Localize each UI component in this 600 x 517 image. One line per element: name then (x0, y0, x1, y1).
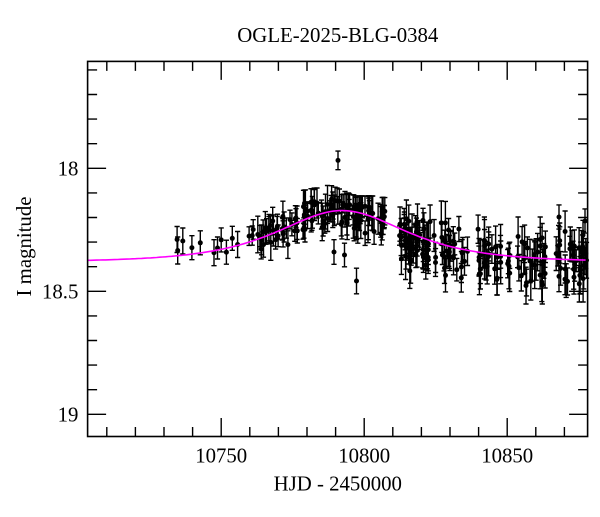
svg-text:OGLE-2025-BLG-0384: OGLE-2025-BLG-0384 (237, 24, 439, 47)
svg-text:18.5: 18.5 (42, 281, 78, 304)
svg-text:10750: 10750 (195, 444, 247, 467)
svg-text:10800: 10800 (338, 444, 390, 467)
svg-text:19: 19 (58, 404, 79, 427)
svg-text:10850: 10850 (481, 444, 533, 467)
svg-text:HJD - 2450000: HJD - 2450000 (274, 473, 402, 496)
svg-text:18: 18 (58, 158, 79, 181)
svg-text:I magnitude: I magnitude (13, 197, 36, 297)
